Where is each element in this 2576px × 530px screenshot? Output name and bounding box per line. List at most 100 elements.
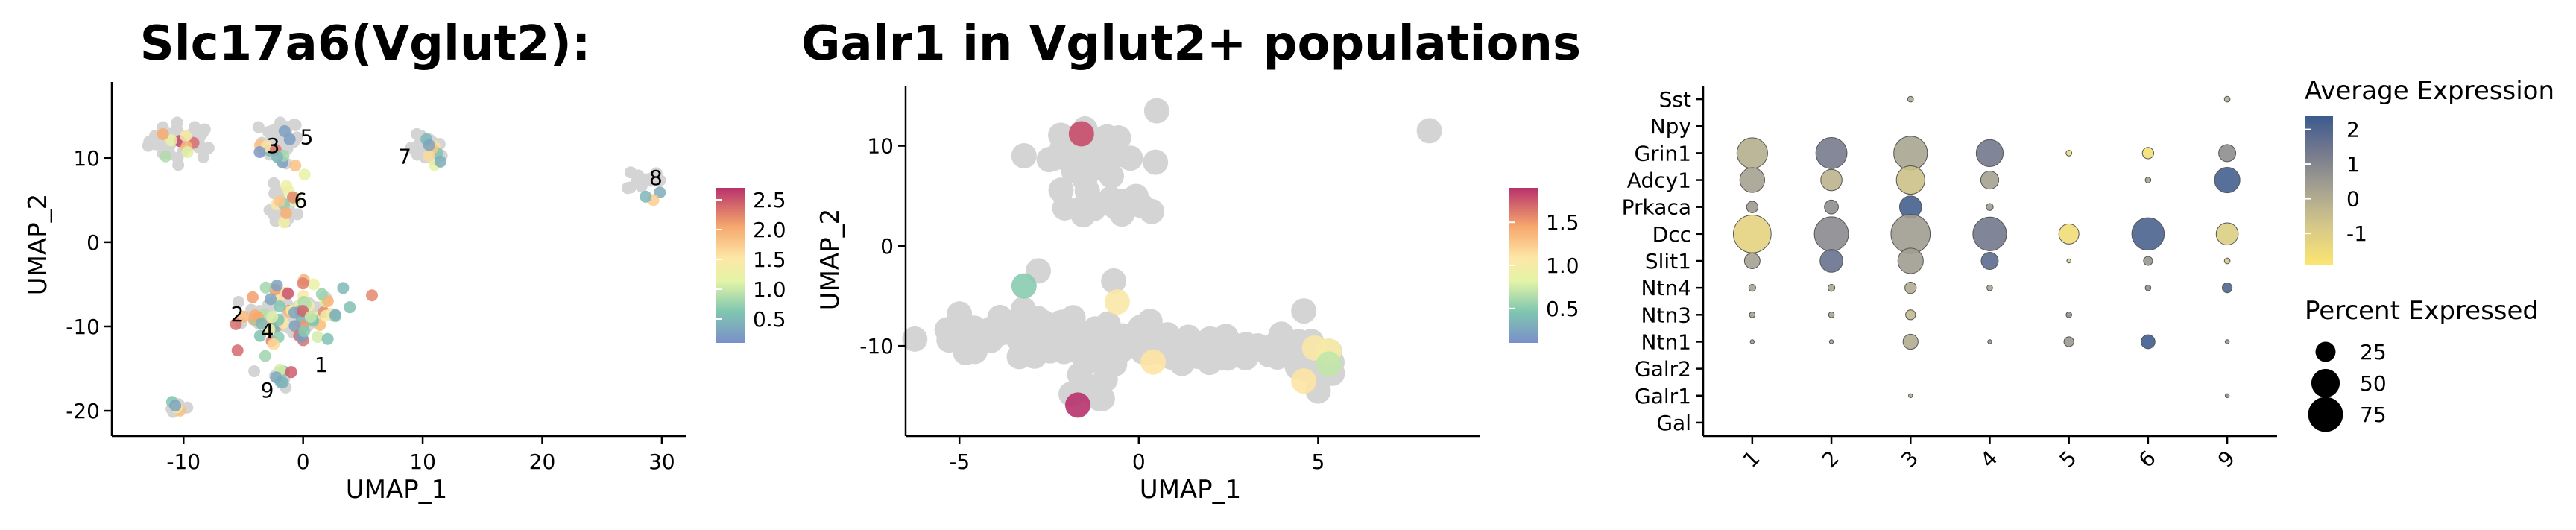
expressing-cell-point: [253, 145, 266, 158]
cell-point: [646, 171, 659, 184]
colorbar-tick-label: 1.0: [1546, 253, 1579, 278]
colorbar-tick-label: 1: [2346, 152, 2360, 177]
expression-dot: [1987, 339, 1992, 344]
colorbar-ticks: 0.5 1.0 1.5: [1509, 210, 1579, 321]
gray-cells: [902, 98, 1442, 411]
pct-expressed-legend-title: Percent Expressed: [2305, 296, 2539, 326]
expression-dot: [2214, 166, 2241, 194]
colorbar-tick-label: 1.0: [753, 277, 786, 302]
colorbar-tick-label: 0.5: [753, 307, 786, 332]
cell-point: [265, 126, 278, 139]
colorbar-ticks: 0.5 1.0 1.5 2.0 2.5: [716, 188, 786, 332]
colorbar-tick-label: -1: [2346, 221, 2367, 246]
expressing-cell-point: [268, 338, 280, 350]
expression-dot: [2065, 311, 2072, 318]
gene-tick-label: Galr2: [1635, 357, 1691, 382]
x-tick-label: 30: [648, 449, 675, 474]
x-tick-label: 20: [529, 449, 556, 474]
size-legend-dot: [2311, 368, 2340, 398]
cluster-tick-label: 3: [1896, 446, 1923, 473]
cell-point: [1085, 376, 1111, 403]
cell-point: [1084, 192, 1110, 218]
panel1-colorbar: [716, 188, 745, 343]
cluster-label: 6: [294, 188, 308, 212]
cluster-label: 2: [231, 302, 244, 326]
cell-point: [233, 296, 245, 309]
galr1-cell-point: [1065, 392, 1090, 418]
colorbar-tick-label: 0: [2346, 187, 2360, 212]
cell-point: [1143, 149, 1169, 175]
gene-tick-label: Npy: [1650, 114, 1691, 139]
gene-tick-label: Gal: [1656, 411, 1691, 435]
cell-point: [1143, 98, 1169, 124]
expressing-cell-point: [270, 371, 282, 384]
gene-tick-label: Adcy1: [1627, 168, 1691, 193]
expressing-cells: [1011, 121, 1342, 418]
cell-point: [1214, 345, 1240, 371]
expressing-cells: [157, 124, 666, 417]
expression-dot: [2144, 284, 2152, 291]
expressing-cell-point: [298, 168, 311, 181]
cell-point: [411, 148, 423, 161]
expressing-cell-point: [246, 291, 259, 303]
expression-dot: [1975, 139, 2004, 167]
avg-expression-legend-title: Average Expression: [2305, 76, 2554, 106]
expression-dot: [1897, 247, 1924, 274]
y-tick-label: 0: [86, 230, 100, 255]
galr1-cell-point: [1140, 349, 1167, 375]
cell-point: [143, 136, 156, 148]
cell-point: [1128, 192, 1154, 218]
size-legend-label: 75: [2360, 403, 2387, 427]
cluster-label: 4: [261, 319, 274, 344]
expressing-cell-point: [165, 134, 177, 147]
cell-point: [1101, 268, 1127, 294]
gene-tick-label: Sst: [1659, 87, 1691, 112]
expressing-cell-point: [253, 329, 266, 342]
expressing-cell-point: [157, 127, 169, 140]
expressing-cell-point: [320, 309, 332, 322]
cluster-label: 3: [267, 133, 280, 158]
gene-tick-label: Galr1: [1635, 384, 1691, 408]
expression-dot: [1907, 95, 1914, 103]
expressing-cell-point: [231, 344, 244, 357]
expression-dot: [1819, 249, 1843, 273]
gene-tick-label: Ntn4: [1641, 276, 1691, 300]
expression-dot: [1986, 284, 1993, 291]
expression-dot: [2143, 256, 2153, 266]
expression-dot: [2218, 144, 2237, 163]
galr1-cell-point: [1068, 121, 1094, 147]
cell-point: [1053, 324, 1079, 350]
cell-point: [1104, 142, 1130, 168]
expression-dot: [1895, 165, 1925, 195]
expression-dot: [1890, 214, 1931, 254]
expression-dot: [2063, 336, 2074, 347]
galr1-cell-point: [1316, 351, 1342, 377]
expression-dot: [2224, 393, 2230, 398]
expression-dot: [1748, 283, 1757, 292]
expressing-cell-point: [423, 139, 435, 151]
x-tick-label: 0: [1132, 449, 1146, 474]
expression-dot: [1828, 339, 1834, 344]
cluster-tick-label: 2: [1817, 446, 1844, 473]
gene-tick-label: Dcc: [1652, 222, 1691, 247]
umap-vglut2-panel: Slc17a6(Vglut2): 1 2 3 4 5 6 7 8 9 -10 0 10 20 30 -20…: [23, 16, 786, 505]
expression-dot: [2223, 95, 2231, 103]
expressing-cell-point: [282, 287, 294, 300]
expressing-cell-point: [288, 320, 301, 332]
umap-galr1-panel: Galr1 in Vglut2+ populations -5 0 5-10010 …: [801, 16, 1581, 505]
cluster-tick-label: 9: [2213, 446, 2240, 473]
cell-point: [953, 340, 979, 366]
x-tick-label: 0: [297, 449, 310, 474]
expression-dot: [1827, 283, 1836, 292]
expressing-cell-point: [285, 366, 297, 379]
expressing-cell-point: [259, 350, 271, 362]
cell-point: [947, 301, 973, 327]
expression-dot: [1893, 136, 1928, 171]
panel1-xlabel: UMAP_1: [346, 475, 448, 505]
panel1-ylabel: UMAP_2: [23, 194, 53, 296]
expressing-cell-point: [315, 288, 328, 300]
expressing-cell-point: [274, 195, 286, 207]
cell-point: [1036, 147, 1062, 173]
cell-point: [902, 326, 928, 352]
gene-tick-label: Ntn1: [1641, 329, 1691, 354]
